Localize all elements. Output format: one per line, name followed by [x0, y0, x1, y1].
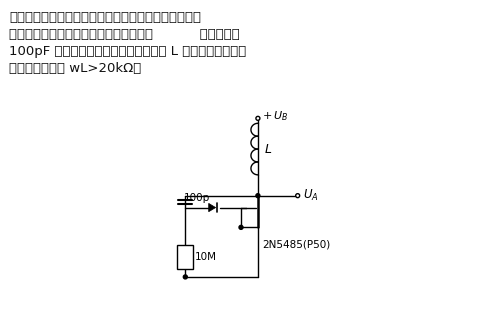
Text: $+\,U_B$: $+\,U_B$	[262, 110, 288, 123]
Text: 范围选取，应有 wL>20kΩ。: 范围选取，应有 wL>20kΩ。	[9, 62, 142, 75]
Text: 10M: 10M	[195, 252, 217, 262]
Text: 2N5485(P50): 2N5485(P50)	[262, 239, 330, 249]
Circle shape	[256, 194, 260, 198]
Text: 频率或很高频率晶振电路是很适合的。图           所示电路中: 频率或很高频率晶振电路是很适合的。图 所示电路中	[9, 28, 240, 41]
Circle shape	[239, 225, 243, 229]
Text: 100pF 微调电容用于调整频率，扬流圈 L 电感量可根据频率: 100pF 微调电容用于调整频率，扬流圈 L 电感量可根据频率	[9, 45, 247, 58]
Circle shape	[183, 275, 187, 279]
Polygon shape	[209, 203, 215, 212]
Text: 由于场效应晶体管具有很高的输入电阵，故用来作很低: 由于场效应晶体管具有很高的输入电阵，故用来作很低	[9, 11, 201, 24]
Text: $U_A$: $U_A$	[303, 188, 318, 203]
Text: 100p: 100p	[183, 192, 210, 203]
Text: $L$: $L$	[264, 143, 272, 155]
Bar	[177, 245, 193, 269]
